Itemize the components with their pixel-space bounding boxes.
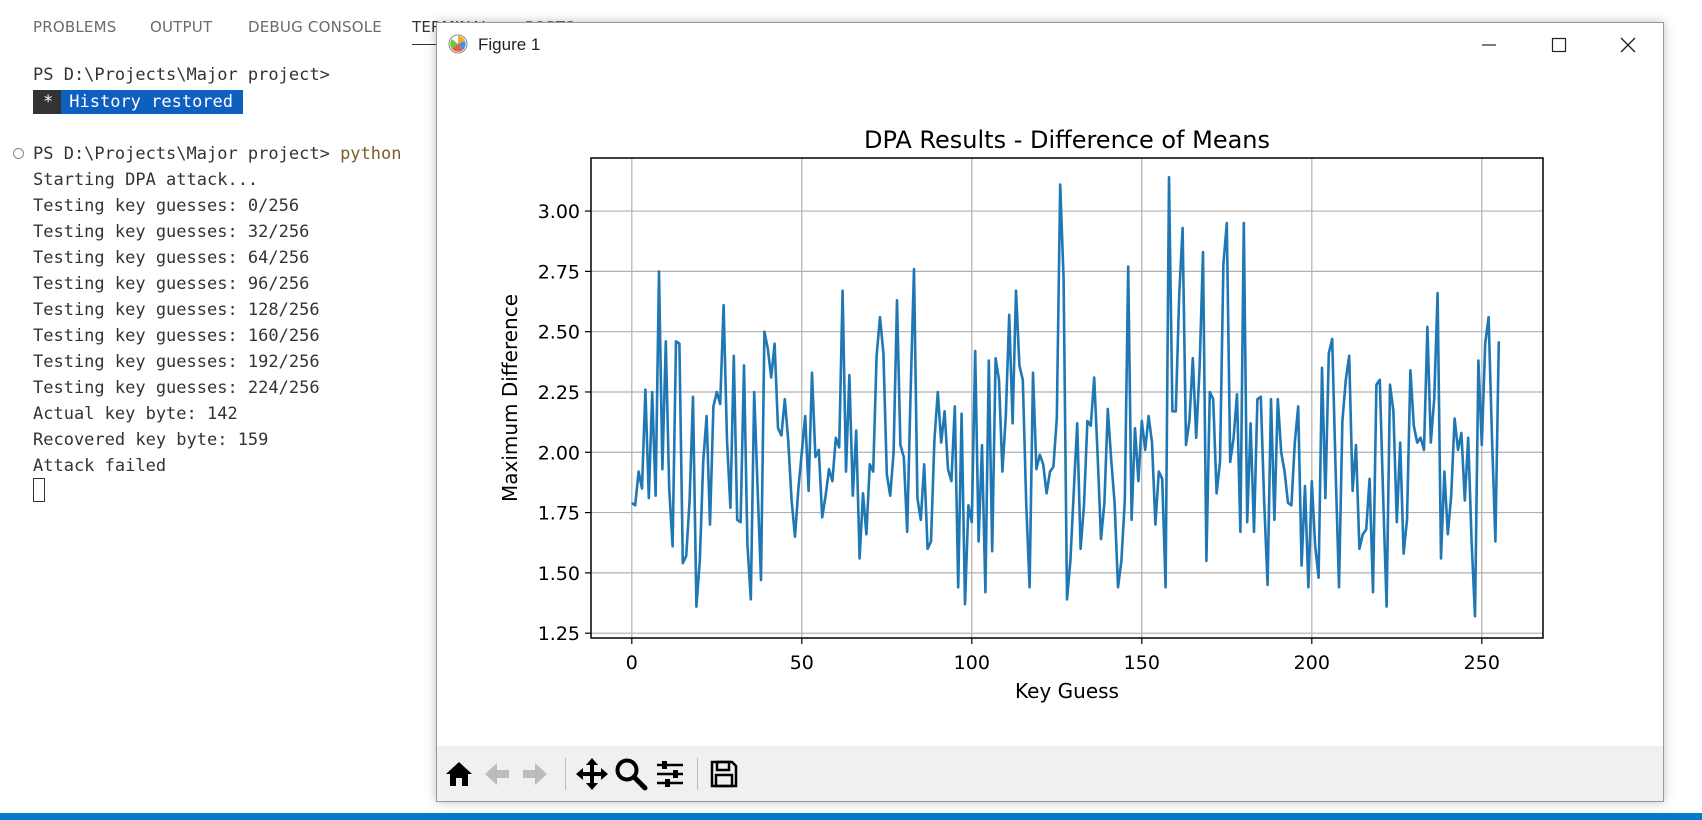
figure-toolbar: [437, 746, 1663, 801]
y-tick-label: 2.00: [538, 442, 580, 464]
x-axis-label: Key Guess: [1015, 679, 1119, 703]
terminal-prompt-command: PS D:\Projects\Major project> python: [33, 141, 401, 167]
axis-ticks: 0 50 100 150 200 250 1.25 1.50 1.75 2.00 2.25 2.50 2…: [538, 201, 1500, 674]
tab-debug-console[interactable]: DEBUG CONSOLE: [248, 18, 382, 36]
back-arrow-icon: [485, 763, 509, 785]
toolbar-separator: [565, 758, 566, 790]
terminal-line: Testing key guesses: 160/256: [33, 326, 320, 346]
terminal-line: Testing key guesses: 0/256: [33, 196, 300, 216]
matplotlib-logo-icon: [448, 34, 468, 54]
chart[interactable]: 0 50 100 150 200 250 1.25 1.50 1.75 2.00 2.25 2.50 2…: [437, 67, 1663, 746]
y-tick-label: 2.50: [538, 322, 580, 344]
terminal-line: Testing key guesses: 96/256: [33, 274, 310, 294]
y-tick-label: 3.00: [538, 201, 580, 223]
y-tick-label: 1.50: [538, 563, 580, 585]
forward-button[interactable]: [517, 756, 553, 792]
configure-subplots-button[interactable]: [652, 756, 688, 792]
y-tick-label: 2.75: [538, 261, 580, 283]
terminal-line: Starting DPA attack...: [33, 170, 259, 190]
terminal-cursor: [33, 478, 45, 502]
y-tick-label: 2.25: [538, 382, 580, 404]
figure-title: Figure 1: [478, 35, 541, 54]
minimize-button[interactable]: [1454, 23, 1524, 67]
close-icon: [1620, 37, 1636, 53]
figure-window[interactable]: Figure 1 0 50 100 150 200 250 1.25 1.50 1.75 2.00…: [436, 22, 1664, 802]
y-axis-label: Maximum Difference: [498, 294, 522, 502]
x-tick-label: 50: [790, 652, 814, 674]
maximize-button[interactable]: [1524, 23, 1594, 67]
minimize-icon: [1482, 44, 1496, 46]
tab-output[interactable]: OUTPUT: [150, 18, 213, 36]
home-icon: [446, 762, 472, 786]
zoom-icon: [615, 758, 648, 791]
x-tick-label: 250: [1464, 652, 1500, 674]
terminal-line: Recovered key byte: 159: [33, 430, 269, 450]
chart-title: DPA Results - Difference of Means: [864, 126, 1270, 154]
tab-problems[interactable]: PROBLEMS: [33, 18, 117, 36]
terminal-line: Attack failed: [33, 456, 167, 476]
y-tick-label: 1.75: [538, 503, 580, 525]
terminal-line: Testing key guesses: 64/256: [33, 248, 310, 268]
x-tick-label: 200: [1294, 652, 1330, 674]
x-tick-label: 100: [954, 652, 990, 674]
forward-arrow-icon: [523, 763, 547, 785]
command-decoration-icon[interactable]: [13, 148, 24, 159]
save-icon: [710, 760, 738, 788]
terminal-line: Testing key guesses: 192/256: [33, 352, 320, 372]
history-star: *: [33, 90, 62, 114]
plot-series-layer: [631, 176, 1501, 618]
x-tick-label: 0: [626, 652, 638, 674]
terminal-line: Testing key guesses: 224/256: [33, 378, 320, 398]
pan-icon: [576, 758, 608, 790]
terminal-line: Testing key guesses: 32/256: [33, 222, 310, 242]
back-button[interactable]: [479, 756, 515, 792]
toolbar-separator: [697, 758, 698, 790]
status-bar: [0, 813, 1702, 820]
save-button[interactable]: [706, 756, 742, 792]
configure-subplots-icon: [657, 761, 683, 787]
terminal-prompt: PS D:\Projects\Major project>: [33, 65, 330, 85]
gridlines: [591, 158, 1543, 638]
axes-frame: [590, 157, 1544, 639]
terminal-line: Testing key guesses: 128/256: [33, 300, 320, 320]
zoom-button[interactable]: [613, 756, 649, 792]
figure-titlebar[interactable]: Figure 1: [437, 23, 1663, 67]
terminal-line: Actual key byte: 142: [33, 404, 238, 424]
y-tick-label: 1.25: [538, 623, 580, 645]
maximize-icon: [1551, 37, 1567, 53]
pan-button[interactable]: [574, 756, 610, 792]
home-button[interactable]: [441, 756, 477, 792]
terminal-prompt-2: PS D:\Projects\Major project>: [33, 144, 330, 164]
history-text: History restored: [61, 90, 244, 114]
close-button[interactable]: [1593, 23, 1663, 67]
history-restored-banner: * History restored: [33, 90, 244, 114]
terminal-command: python: [340, 144, 402, 164]
x-tick-label: 150: [1124, 652, 1160, 674]
series-line: [631, 176, 1501, 618]
